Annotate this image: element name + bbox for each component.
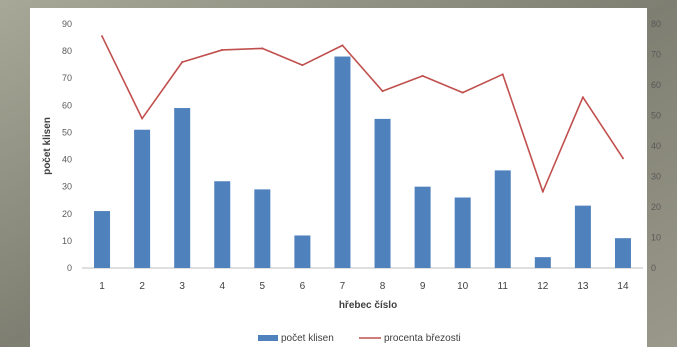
line-point xyxy=(581,96,584,99)
legend-label-bar: počet klisen xyxy=(281,333,334,344)
x-tick-label: 9 xyxy=(420,281,426,292)
line-series xyxy=(101,35,624,193)
line-point xyxy=(541,190,544,193)
bar xyxy=(254,189,271,268)
bar-series xyxy=(94,56,631,269)
bar xyxy=(534,257,551,268)
line-point xyxy=(101,35,104,38)
line-point xyxy=(421,74,424,77)
line-point xyxy=(261,47,264,50)
x-tick-label: 1 xyxy=(99,281,105,292)
x-tick-label: 6 xyxy=(300,281,306,292)
line-point xyxy=(221,48,224,51)
bar xyxy=(294,235,311,268)
y-left-tick-label: 40 xyxy=(62,155,72,165)
line-path xyxy=(101,35,624,193)
y-right-tick-label: 0 xyxy=(651,263,656,273)
y-left-tick-label: 10 xyxy=(62,236,72,246)
y-left-axis: 0 10 20 30 40 50 60 70 80 90 xyxy=(62,19,72,273)
y-right-tick-label: 30 xyxy=(651,172,661,182)
line-point xyxy=(181,61,184,64)
bar xyxy=(334,56,351,269)
line-point xyxy=(461,91,464,94)
legend: počet klisen procenta březosti xyxy=(258,333,461,344)
bar xyxy=(374,118,391,268)
x-tick-label: 10 xyxy=(457,281,469,292)
y-right-tick-label: 20 xyxy=(651,202,661,212)
y-right-axis: 0 10 20 30 40 50 60 70 80 xyxy=(651,19,661,273)
y-right-tick-label: 60 xyxy=(651,80,661,90)
y-left-tick-label: 60 xyxy=(62,100,72,110)
x-tick-label: 5 xyxy=(260,281,266,292)
line-point xyxy=(341,44,344,47)
bar xyxy=(494,170,511,268)
y-left-tick-label: 50 xyxy=(62,127,72,137)
x-tick-label: 8 xyxy=(380,281,386,292)
x-tick-label: 11 xyxy=(498,281,509,292)
x-tick-label: 3 xyxy=(179,281,185,292)
y-left-tick-label: 0 xyxy=(67,263,72,273)
y-left-tick-label: 70 xyxy=(62,73,72,83)
line-point xyxy=(501,73,504,76)
y-right-tick-label: 50 xyxy=(651,111,661,121)
bar xyxy=(614,238,631,268)
line-point xyxy=(141,117,144,120)
legend-label-line: procenta březosti xyxy=(384,333,461,344)
bar xyxy=(454,197,471,268)
legend-swatch-bar xyxy=(258,335,278,341)
bar xyxy=(414,186,431,268)
x-tick-label: 7 xyxy=(340,281,346,292)
y-right-tick-label: 80 xyxy=(651,19,661,29)
line-point xyxy=(381,90,384,93)
y-axis-title: počet klisen xyxy=(42,117,53,175)
line-point xyxy=(301,64,304,67)
bar xyxy=(174,108,191,269)
y-left-tick-label: 20 xyxy=(62,209,72,219)
bar xyxy=(214,181,231,268)
y-left-tick-label: 30 xyxy=(62,182,72,192)
line-point xyxy=(621,157,624,160)
x-tick-label: 13 xyxy=(577,281,589,292)
y-right-tick-label: 70 xyxy=(651,50,661,60)
bar xyxy=(134,129,151,268)
x-tick-label: 2 xyxy=(139,281,145,292)
y-right-tick-label: 40 xyxy=(651,141,661,151)
x-tick-label: 4 xyxy=(219,281,225,292)
y-left-tick-label: 80 xyxy=(62,46,72,56)
x-tick-label: 14 xyxy=(617,281,629,292)
bar xyxy=(574,205,591,268)
x-axis-title: hřebec číslo xyxy=(339,300,397,311)
x-axis: 1 2 3 4 5 6 7 8 9 10 11 12 13 14 xyxy=(99,281,629,292)
x-tick-label: 12 xyxy=(537,281,549,292)
y-left-tick-label: 90 xyxy=(62,19,72,29)
y-right-tick-label: 10 xyxy=(651,233,661,243)
bar xyxy=(94,211,111,268)
